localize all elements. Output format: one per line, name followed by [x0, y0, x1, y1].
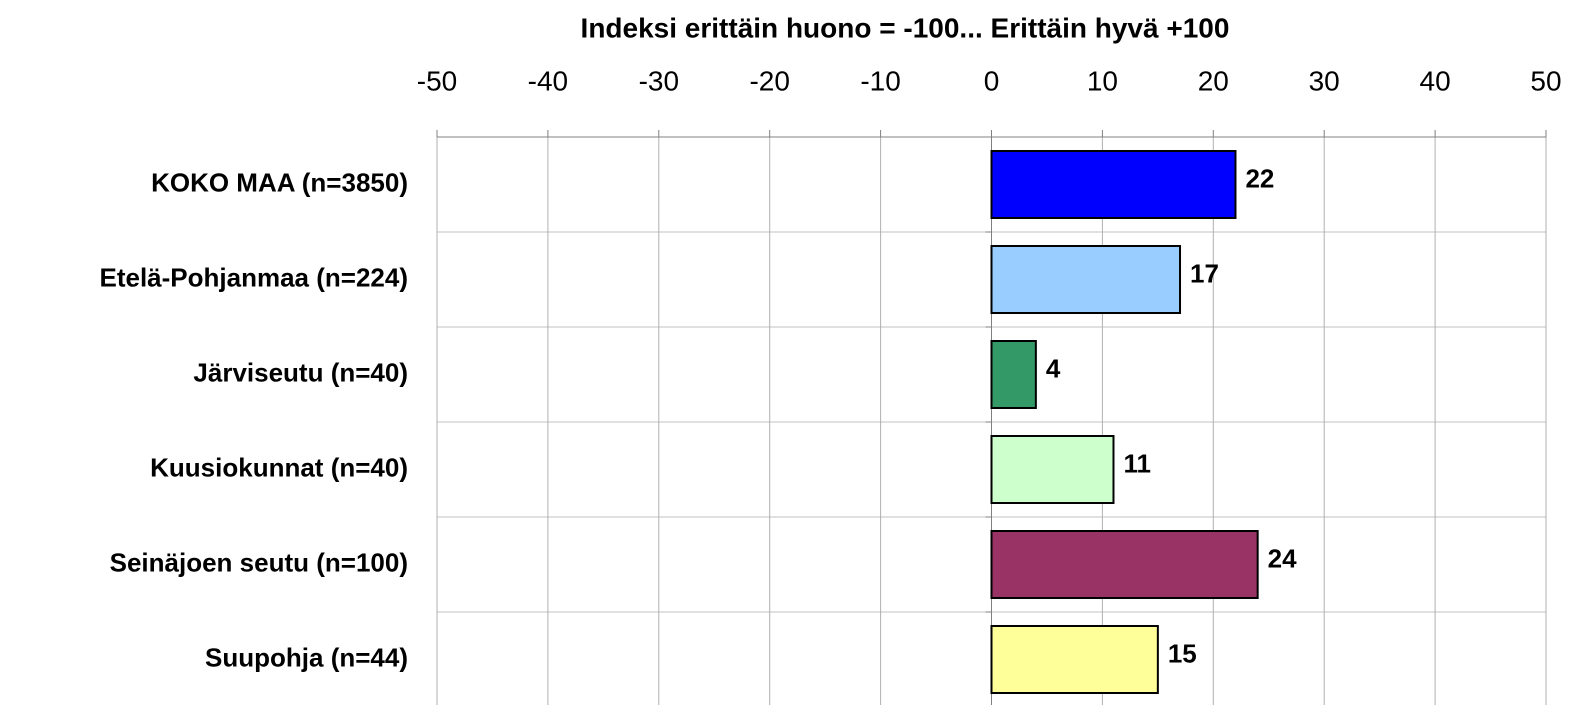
bar	[990, 340, 1037, 409]
x-tick-label: -30	[639, 65, 679, 96]
bar	[990, 625, 1159, 694]
value-label: 22	[1245, 163, 1274, 193]
x-tick-label: 0	[984, 65, 1000, 96]
x-tick-label: 30	[1309, 65, 1340, 96]
x-tick-label: -10	[860, 65, 900, 96]
bar	[990, 530, 1259, 599]
value-label: 4	[1046, 353, 1061, 383]
x-tick-label: 20	[1198, 65, 1229, 96]
category-label: KOKO MAA (n=3850)	[151, 167, 408, 197]
x-tick-label: -40	[528, 65, 568, 96]
x-tick-label: -20	[749, 65, 789, 96]
value-label: 11	[1123, 448, 1151, 478]
category-label: Etelä-Pohjanmaa (n=224)	[100, 262, 409, 292]
value-label: 15	[1168, 638, 1197, 668]
x-tick-label: 40	[1420, 65, 1451, 96]
category-label: Seinäjoen seutu (n=100)	[110, 547, 408, 577]
value-label: 17	[1190, 258, 1219, 288]
category-label: Järviseutu (n=40)	[193, 357, 408, 387]
bar	[990, 245, 1182, 314]
x-tick-label: 50	[1530, 65, 1561, 96]
bar	[990, 435, 1115, 504]
x-tick-label: -50	[417, 65, 457, 96]
category-label: Kuusiokunnat (n=40)	[150, 452, 408, 482]
value-label: 24	[1268, 543, 1297, 573]
chart-title: Indeksi erittäin huono = -100... Erittäi…	[581, 12, 1230, 43]
x-tick-label: 10	[1087, 65, 1118, 96]
bar	[990, 150, 1237, 219]
category-label: Suupohja (n=44)	[205, 642, 408, 672]
